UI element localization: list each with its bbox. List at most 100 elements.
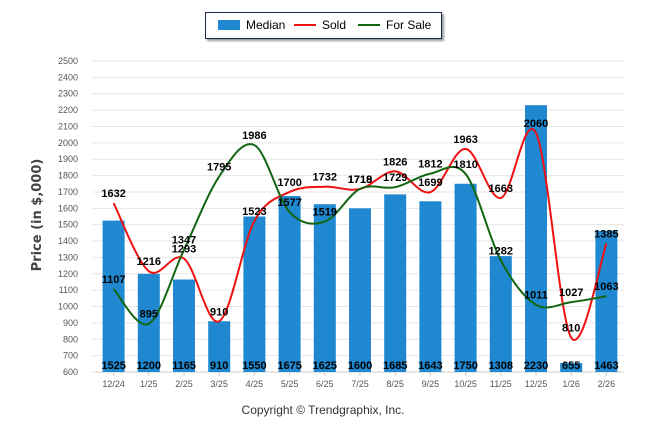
data-label-median: 1165	[172, 360, 196, 372]
data-label-forsale: 895	[140, 309, 158, 321]
data-label-median: 1525	[101, 360, 125, 372]
data-labels: 1525 1200 1165 910 1550 1675 1625 1600 1685 1643 1…	[101, 118, 618, 372]
x-tick-label: 7/25	[351, 379, 369, 389]
y-tick-label: 2400	[58, 72, 78, 82]
data-label-forsale: 1986	[242, 130, 266, 142]
bar-median	[349, 208, 371, 372]
data-label-forsale: 1027	[559, 287, 583, 299]
data-label-median: 2230	[524, 360, 548, 372]
data-label-median: 1643	[418, 360, 442, 372]
bar-median	[489, 256, 512, 372]
legend-item-sold[interactable]: Sold	[294, 18, 346, 32]
y-tick-label: 2100	[58, 121, 78, 131]
data-label-median: 1550	[242, 360, 266, 372]
data-label-forsale: 1519	[313, 207, 337, 219]
x-tick-label: 8/25	[386, 379, 404, 389]
bar-median	[384, 194, 407, 372]
data-label-sold: 2060	[524, 118, 548, 130]
bar-median	[173, 279, 195, 372]
x-tick-label: 1/25	[140, 379, 158, 389]
legend-label-median: Median	[246, 18, 286, 32]
legend-label-sold: Sold	[322, 18, 347, 32]
legend-item-median[interactable]: Median	[218, 18, 285, 32]
data-label-median: 1600	[348, 360, 372, 372]
y-tick-label: 1500	[58, 220, 78, 230]
data-label-median: 1200	[137, 360, 161, 372]
y-tick-label: 2300	[58, 89, 78, 99]
y-tick-label: 1200	[58, 269, 78, 279]
bar-median	[102, 220, 125, 372]
data-label-sold: 1718	[348, 174, 372, 186]
y-tick-label: 700	[63, 351, 78, 361]
x-tick-label: 12/24	[102, 379, 125, 389]
legend-item-forsale[interactable]: For Sale	[358, 18, 431, 32]
data-label-forsale: 1011	[524, 290, 548, 302]
data-label-sold: 1216	[137, 256, 161, 268]
data-label-median: 655	[562, 360, 580, 372]
y-tick-label: 2200	[58, 105, 78, 115]
y-tick-label: 600	[63, 367, 78, 377]
median-swatch-icon	[218, 20, 240, 30]
x-tick-label: 11/25	[490, 379, 512, 389]
data-label-forsale: 1577	[277, 197, 301, 209]
y-tick-label: 1100	[59, 285, 78, 295]
data-label-median: 1625	[313, 360, 337, 372]
data-label-sold: 910	[210, 306, 228, 318]
data-label-forsale: 1812	[418, 159, 442, 171]
bar-median	[454, 183, 477, 372]
data-label-sold: 810	[562, 323, 580, 335]
data-label-sold: 1699	[418, 177, 442, 189]
y-tick-label: 1900	[58, 154, 78, 164]
data-label-median: 1675	[277, 360, 301, 372]
sold-swatch-icon	[294, 24, 316, 26]
y-tick-label: 1000	[58, 302, 78, 312]
y-tick-label: 800	[63, 334, 78, 344]
bar-median	[560, 362, 583, 372]
data-label-sold: 1826	[383, 156, 407, 168]
y-axis-ticks: 600 700 800 900 1000 1100 1200 1300 1400 1500 1600…	[58, 56, 78, 377]
x-tick-label: 4/25	[246, 379, 264, 389]
data-label-median: 1308	[489, 360, 513, 372]
copyright-text: Copyright © Trendgraphix, Inc.	[241, 403, 405, 417]
bar-median	[243, 216, 266, 372]
x-tick-label: 10/25	[454, 379, 477, 389]
line-forsale	[112, 143, 607, 326]
y-tick-label: 1300	[58, 252, 78, 262]
x-tick-label: 3/25	[210, 379, 228, 389]
bar-median	[208, 321, 231, 372]
bar-median	[595, 230, 618, 372]
data-label-forsale: 1282	[489, 245, 513, 257]
data-label-median: 1685	[383, 360, 407, 372]
data-label-sold: 1523	[242, 206, 266, 218]
x-tick-label: 12/25	[525, 379, 548, 389]
bar-median	[313, 204, 336, 372]
y-tick-label: 1700	[58, 187, 78, 197]
legend: Median Sold For Sale	[205, 12, 442, 39]
data-label-forsale: 1810	[453, 159, 477, 171]
y-tick-label: 1800	[58, 171, 78, 181]
legend-label-forsale: For Sale	[386, 18, 432, 32]
data-label-forsale: 1729	[383, 172, 407, 184]
y-axis-label: Price (in $,000)	[30, 159, 45, 272]
data-label-sold: 1963	[453, 134, 477, 146]
y-tick-label: 1400	[58, 236, 78, 246]
bar-median	[278, 196, 301, 372]
line-sold	[112, 128, 608, 341]
data-label-sold: 1700	[277, 177, 301, 189]
x-tick-label: 5/25	[281, 379, 299, 389]
data-label-sold: 1632	[101, 188, 125, 200]
data-label-sold: 1385	[594, 229, 618, 241]
bar-median	[419, 201, 442, 372]
data-label-sold: 1293	[172, 244, 196, 256]
data-label-forsale: 1107	[102, 274, 126, 286]
x-tick-label: 2/26	[598, 379, 616, 389]
y-tick-label: 900	[63, 318, 78, 328]
data-label-median: 910	[210, 360, 228, 372]
x-axis-ticks: 12/24 1/25 2/25 3/25 4/25 5/25 6/25 7/25 8/25 9/2…	[102, 372, 615, 389]
x-tick-label: 9/25	[422, 379, 440, 389]
data-label-forsale: 1795	[207, 161, 231, 173]
data-label-median: 1750	[453, 360, 477, 372]
data-label-forsale: 1063	[594, 281, 618, 293]
x-tick-label: 2/25	[175, 379, 193, 389]
